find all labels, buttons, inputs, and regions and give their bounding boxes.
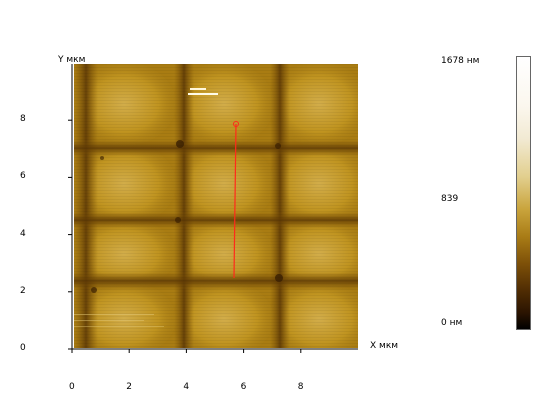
colorbar-max-label: 1678 нм (441, 56, 480, 66)
bright-artifact (188, 88, 218, 95)
y-tick-label: 0 (20, 343, 26, 353)
x-tick-label: 6 (240, 382, 247, 392)
y-axis-label: Y мкм (58, 55, 86, 65)
afm-height-map[interactable] (74, 64, 358, 348)
y-axis-ticks (68, 119, 72, 350)
profile-line[interactable] (233, 123, 237, 279)
x-axis-ticks (71, 349, 302, 353)
y-tick-label: 4 (20, 228, 26, 239)
x-axis-label: X мкм (370, 341, 399, 351)
x-tick-label: 0 (69, 382, 75, 392)
y-tick-label: 8 (20, 114, 26, 125)
profile-line-handle[interactable] (233, 121, 239, 127)
y-tick-label: 6 (20, 171, 26, 182)
afm-height-map-svg (74, 64, 358, 348)
x-tick-label: 4 (183, 382, 190, 392)
x-tick-label: 2 (126, 382, 132, 392)
x-tick-label: 8 (297, 382, 304, 392)
lower-stripe-artifacts (74, 314, 164, 327)
colorbar-min-label: 0 нм (441, 318, 463, 328)
colorbar-mid-label: 839 (441, 194, 459, 204)
y-tick-label: 2 (20, 285, 26, 296)
height-colorbar (516, 56, 531, 330)
